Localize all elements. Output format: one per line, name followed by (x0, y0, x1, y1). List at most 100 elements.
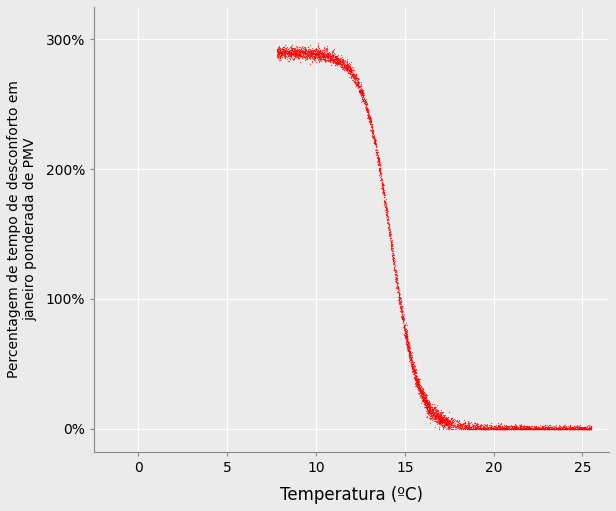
Point (309, 47, 318, 55)
Point (567, 423, 577, 431)
Point (274, 49, 284, 57)
Point (392, 276, 402, 285)
Point (353, 79, 363, 87)
Point (303, 46, 313, 54)
Point (307, 49, 317, 57)
Point (292, 49, 302, 57)
Point (399, 310, 408, 318)
Point (421, 401, 431, 409)
Point (466, 425, 476, 433)
Point (461, 417, 471, 426)
Point (350, 78, 360, 86)
Point (506, 424, 516, 432)
Point (417, 386, 427, 394)
Point (415, 384, 425, 392)
Point (445, 419, 455, 427)
Point (323, 53, 333, 61)
Point (288, 55, 298, 63)
Point (418, 390, 428, 398)
Point (463, 418, 473, 426)
Point (306, 49, 315, 57)
Point (309, 54, 318, 62)
Point (430, 416, 440, 425)
Point (292, 46, 302, 54)
Point (375, 167, 385, 175)
Point (440, 414, 450, 423)
Point (437, 411, 447, 420)
Point (479, 425, 488, 433)
Point (280, 50, 290, 58)
Point (391, 272, 400, 281)
Point (527, 424, 537, 432)
Point (500, 425, 510, 433)
Point (320, 50, 330, 58)
Point (442, 418, 452, 426)
Point (565, 425, 575, 433)
Point (378, 187, 387, 195)
Point (446, 414, 456, 422)
Point (336, 59, 346, 67)
Point (411, 371, 421, 379)
Point (294, 44, 304, 53)
Point (272, 47, 282, 55)
Point (346, 65, 356, 74)
Point (333, 56, 342, 64)
Point (425, 399, 435, 407)
Point (439, 416, 449, 425)
Point (500, 423, 509, 431)
Point (390, 261, 400, 269)
Point (551, 423, 561, 431)
Point (357, 88, 367, 97)
Point (580, 424, 590, 432)
Point (520, 425, 530, 433)
Point (307, 45, 317, 54)
Point (554, 425, 564, 433)
Point (362, 100, 371, 108)
Point (555, 424, 565, 432)
Point (403, 346, 413, 355)
Point (418, 397, 428, 405)
Point (333, 54, 343, 62)
Point (275, 48, 285, 56)
Point (394, 290, 403, 298)
Point (424, 402, 434, 410)
Point (427, 406, 437, 414)
Point (417, 394, 427, 403)
Point (436, 412, 446, 421)
Point (470, 425, 480, 433)
Point (490, 425, 500, 433)
Point (287, 45, 297, 53)
Point (430, 413, 440, 421)
Point (412, 380, 422, 388)
Point (396, 304, 406, 312)
Point (374, 167, 384, 175)
Point (292, 52, 302, 60)
Point (461, 421, 471, 429)
Point (493, 422, 503, 430)
Point (399, 323, 409, 332)
Point (272, 52, 282, 60)
Point (294, 47, 304, 55)
Point (402, 337, 411, 345)
Point (412, 380, 422, 388)
Point (367, 127, 377, 135)
Point (400, 321, 410, 329)
Point (351, 74, 360, 82)
Point (386, 240, 396, 248)
Point (482, 425, 492, 433)
Point (482, 425, 492, 433)
Point (418, 391, 428, 400)
Point (542, 424, 552, 432)
Point (516, 425, 526, 433)
Point (418, 396, 428, 404)
Point (412, 375, 422, 383)
Point (328, 55, 338, 63)
Point (383, 214, 393, 222)
Point (379, 189, 389, 197)
Point (412, 376, 422, 384)
Point (290, 49, 299, 57)
Point (434, 417, 444, 426)
Point (531, 423, 541, 431)
Point (342, 60, 352, 68)
Point (383, 219, 393, 227)
